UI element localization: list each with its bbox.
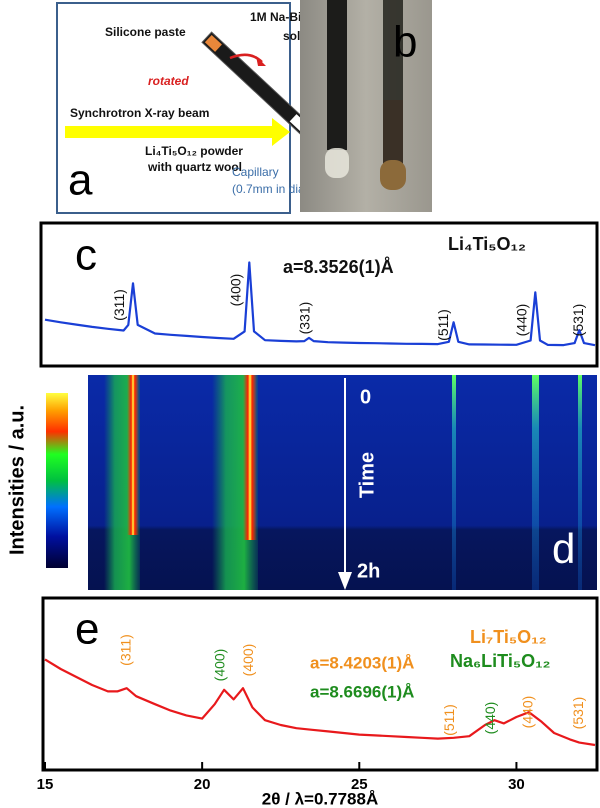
y-axis-label: Intensities / a.u. — [6, 405, 28, 555]
peak-label: (331) — [297, 302, 313, 335]
peak-label: (511) — [441, 704, 457, 736]
peak-label: (440) — [513, 304, 529, 337]
time-axis: Time — [356, 452, 378, 498]
peak-label: (311) — [117, 634, 133, 666]
panel-label: c — [75, 231, 97, 280]
tube — [383, 100, 403, 165]
x-tick-label: 20 — [194, 776, 211, 793]
heatmap — [88, 375, 597, 590]
tube-end — [380, 160, 406, 190]
x-tick-label: 30 — [508, 776, 525, 793]
panel-label: e — [75, 605, 99, 654]
peak-label: (400) — [240, 644, 256, 677]
time-arrow-head — [338, 572, 352, 590]
colorbar — [46, 393, 68, 568]
peak-label: (440) — [520, 696, 536, 729]
label-powder: with quartz wool — [147, 160, 242, 174]
heatmap-peak — [452, 375, 456, 590]
silicone-tip — [204, 34, 222, 52]
label-silicone: Silicone paste — [105, 25, 186, 39]
peak-label: (400) — [227, 274, 243, 307]
tube-end — [325, 148, 349, 178]
photo-b — [300, 0, 432, 212]
annotation: Na₆LiTi₅O₁₂ — [450, 651, 551, 671]
rotate-head — [256, 56, 266, 66]
heatmap-peak — [532, 375, 539, 590]
panel-e-frame — [41, 596, 599, 772]
annotation: a=8.6696(1)Å — [310, 682, 414, 701]
annotation: a=8.4203(1)Å — [310, 653, 414, 672]
label-beam: Synchrotron X-ray beam — [70, 106, 209, 120]
panel-label: a — [68, 156, 93, 205]
peak-label: (511) — [435, 309, 451, 341]
annotation: Li₄Ti₅O₁₂ — [448, 234, 526, 254]
xrd-curve — [44, 261, 596, 347]
label-rotated: rotated — [148, 74, 189, 88]
peak-label: (531) — [570, 304, 586, 337]
x-tick-label: 25 — [351, 776, 368, 793]
tube — [383, 0, 403, 100]
peak-label: (531) — [570, 697, 586, 730]
panel-a-frame — [56, 2, 291, 214]
time-start: 0 — [360, 386, 371, 408]
heatmap-peak — [578, 375, 582, 590]
heatmap-peak — [127, 375, 139, 535]
peak-label: (440) — [482, 702, 498, 735]
peak-label: (311) — [111, 289, 127, 321]
panel-c-frame — [39, 221, 599, 368]
panel-label: b — [393, 18, 417, 67]
label-capillary: Capillary — [232, 165, 279, 179]
heatmap-peak — [243, 375, 257, 540]
xrd-curve — [44, 658, 596, 747]
peak-label: (400) — [212, 649, 228, 682]
label-powder: Li₄Ti₅O₁₂ powder — [145, 144, 243, 158]
x-tick-label: 15 — [37, 776, 54, 793]
annotation: Li₇Ti₅O₁₂ — [470, 627, 547, 647]
panel-label: d — [552, 525, 575, 572]
time-end: 2h — [357, 560, 380, 582]
x-axis-label: 2θ / λ=0.7788Å — [262, 789, 378, 808]
annotation: a=8.3526(1)Å — [283, 257, 394, 277]
beam-head — [272, 118, 290, 146]
tube — [327, 0, 347, 150]
